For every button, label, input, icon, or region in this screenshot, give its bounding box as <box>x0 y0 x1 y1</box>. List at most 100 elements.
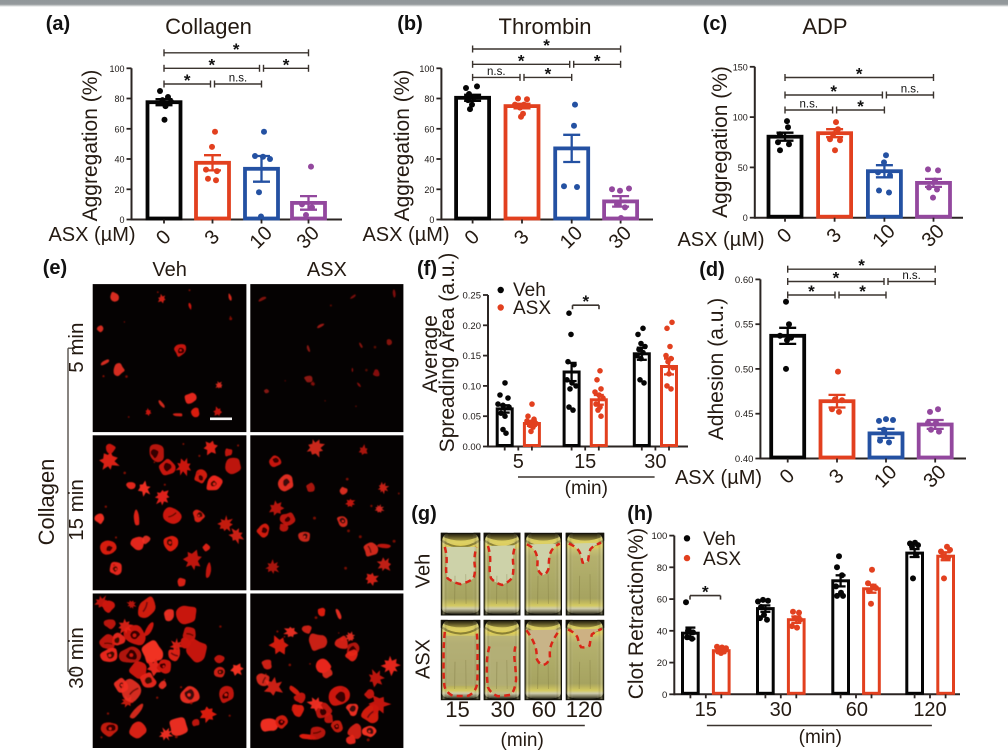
svg-text:5 min: 5 min <box>65 323 88 373</box>
svg-text:120: 120 <box>566 697 603 722</box>
svg-text:Veh: Veh <box>703 529 736 550</box>
svg-text:10: 10 <box>556 222 587 253</box>
svg-text:Collagen: Collagen <box>165 14 252 39</box>
svg-text:(min): (min) <box>799 727 842 748</box>
svg-text:0.05: 0.05 <box>463 412 482 423</box>
svg-text:*: * <box>545 64 552 83</box>
svg-text:Adhesion (a.u.): Adhesion (a.u.) <box>705 298 728 440</box>
svg-text:Veh: Veh <box>413 554 435 588</box>
svg-text:Collagen: Collagen <box>34 459 59 546</box>
svg-text:(c): (c) <box>703 13 727 35</box>
svg-text:120: 120 <box>913 699 946 721</box>
svg-text:30: 30 <box>644 451 666 473</box>
svg-text:(d): (d) <box>699 259 725 281</box>
svg-text:40: 40 <box>657 626 668 637</box>
svg-text:60: 60 <box>846 699 868 721</box>
svg-text:Aggregation (%): Aggregation (%) <box>79 70 102 222</box>
svg-text:ADP: ADP <box>802 14 847 39</box>
svg-text:*: * <box>233 40 240 59</box>
svg-text:0.00: 0.00 <box>463 442 482 453</box>
svg-text:0.55: 0.55 <box>735 320 754 331</box>
svg-text:0: 0 <box>773 224 796 247</box>
svg-text:0.20: 0.20 <box>463 321 482 332</box>
svg-text:0: 0 <box>461 226 484 249</box>
svg-text:80: 80 <box>424 94 434 104</box>
svg-text:15 min: 15 min <box>65 479 88 541</box>
svg-text:15: 15 <box>695 699 717 721</box>
svg-text:15: 15 <box>445 697 469 722</box>
svg-text:10: 10 <box>870 461 901 492</box>
svg-text:0: 0 <box>152 226 175 249</box>
svg-text:Aggregation (%): Aggregation (%) <box>709 66 732 218</box>
svg-text:0: 0 <box>429 215 434 225</box>
svg-text:*: * <box>702 583 709 602</box>
svg-text:3: 3 <box>510 226 533 249</box>
svg-text:ASX (µM): ASX (µM) <box>48 224 135 246</box>
svg-text:(a): (a) <box>46 13 70 35</box>
svg-text:30: 30 <box>770 699 792 721</box>
svg-text:*: * <box>856 65 863 84</box>
svg-text:n.s.: n.s. <box>902 270 921 282</box>
svg-text:30: 30 <box>918 220 949 251</box>
svg-text:3: 3 <box>823 224 846 247</box>
svg-text:*: * <box>833 269 840 288</box>
svg-text:100: 100 <box>419 64 434 74</box>
svg-text:(h): (h) <box>627 503 653 525</box>
svg-text:*: * <box>808 282 815 301</box>
svg-text:40: 40 <box>424 155 434 165</box>
svg-text:*: * <box>184 71 191 90</box>
svg-text:0: 0 <box>776 465 799 488</box>
svg-text:Clot Retraction(%): Clot Retraction(%) <box>625 528 648 700</box>
svg-text:20: 20 <box>114 185 124 195</box>
svg-text:ASX (µM): ASX (µM) <box>675 467 762 489</box>
svg-text:*: * <box>857 97 864 116</box>
svg-text:0: 0 <box>743 213 748 223</box>
svg-text:0: 0 <box>119 215 124 225</box>
svg-text:60: 60 <box>424 124 434 134</box>
svg-text:30 min: 30 min <box>65 627 88 689</box>
svg-text:(f): (f) <box>417 258 437 280</box>
svg-text:0.10: 0.10 <box>463 381 482 392</box>
svg-text:3: 3 <box>201 226 224 249</box>
svg-text:n.s.: n.s. <box>229 73 248 85</box>
svg-text:ASX: ASX <box>307 259 347 281</box>
svg-text:0: 0 <box>662 690 667 701</box>
svg-text:3: 3 <box>825 465 848 488</box>
svg-text:30: 30 <box>490 697 514 722</box>
svg-text:60: 60 <box>657 595 668 606</box>
svg-text:0.50: 0.50 <box>735 364 754 375</box>
svg-text:*: * <box>543 36 550 55</box>
svg-text:50: 50 <box>738 163 748 173</box>
svg-text:80: 80 <box>657 563 668 574</box>
svg-text:ASX: ASX <box>703 549 741 570</box>
svg-text:Average: Average <box>419 315 442 393</box>
svg-text:*: * <box>518 51 525 70</box>
svg-text:*: * <box>208 55 215 74</box>
svg-text:30: 30 <box>605 222 636 253</box>
svg-text:0.45: 0.45 <box>735 409 754 420</box>
svg-text:ASX: ASX <box>513 298 551 319</box>
svg-text:100: 100 <box>733 113 748 123</box>
svg-text:20: 20 <box>657 658 668 669</box>
svg-text:*: * <box>283 55 290 74</box>
svg-text:30: 30 <box>293 222 324 253</box>
svg-text:ASX (µM): ASX (µM) <box>677 229 764 251</box>
svg-text:Thrombin: Thrombin <box>499 14 592 39</box>
svg-text:Spreading Area (a.u.): Spreading Area (a.u.) <box>436 253 459 453</box>
svg-text:n.s.: n.s. <box>487 66 506 78</box>
svg-text:0.40: 0.40 <box>735 454 754 465</box>
svg-text:Veh: Veh <box>152 259 186 281</box>
svg-text:ASX: ASX <box>413 639 435 679</box>
svg-text:5: 5 <box>513 451 524 473</box>
svg-text:*: * <box>858 256 865 275</box>
svg-text:(b): (b) <box>397 13 423 35</box>
svg-text:0.25: 0.25 <box>463 291 482 302</box>
svg-text:*: * <box>582 292 589 311</box>
svg-text:100: 100 <box>651 531 667 542</box>
svg-text:ASX (µM): ASX (µM) <box>362 224 449 246</box>
svg-text:(min): (min) <box>501 730 544 751</box>
svg-text:20: 20 <box>424 185 434 195</box>
svg-text:10: 10 <box>246 222 277 253</box>
svg-text:40: 40 <box>114 155 124 165</box>
svg-text:(g): (g) <box>411 503 437 525</box>
